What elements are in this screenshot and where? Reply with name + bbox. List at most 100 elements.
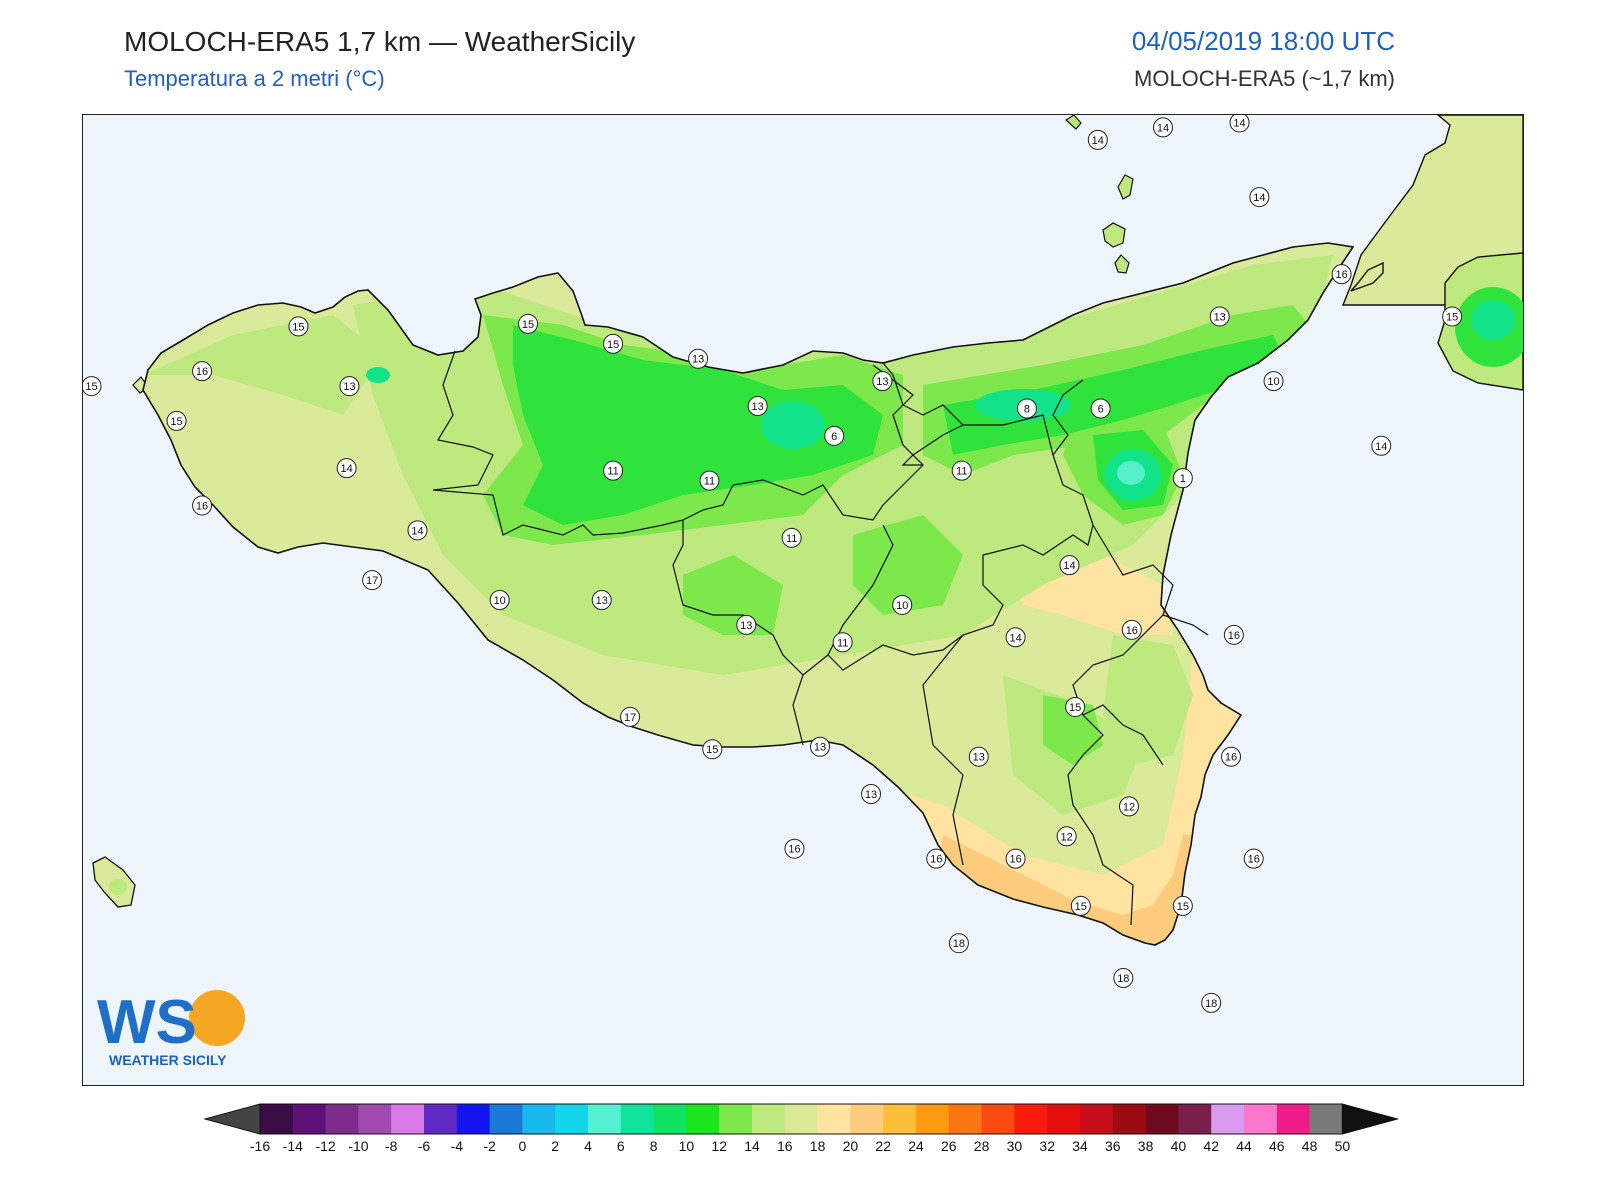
station-value: 13 [692,354,704,366]
station-marker: 13 [339,376,360,397]
colorbar-cell [522,1104,556,1134]
station-marker: 16 [784,838,805,859]
station-circle [861,784,882,804]
station-value: 13 [596,595,608,607]
station-marker: 16 [192,361,213,382]
station-circle [926,848,947,869]
station-circle [1065,696,1086,717]
station-value: 15 [1075,901,1087,913]
colorbar-tick-label: -12 [315,1138,335,1154]
station-value: 15 [706,744,718,756]
station-value: 1 [1180,473,1186,485]
station-marker: 16 [1331,264,1352,285]
colorbar-cell [1276,1104,1311,1134]
station-circle [192,495,213,516]
colorbar-tick-label: 14 [744,1138,760,1154]
station-circle [1223,624,1244,645]
station-circle [1172,468,1193,489]
island-vulcano [1114,254,1130,274]
station-marker: 18 [1113,968,1134,989]
station-value: 13 [973,752,985,764]
colorbar-tick-label: 28 [974,1138,990,1154]
station-marker: 16 [1243,848,1264,869]
colorbar-tick-label: 2 [551,1138,559,1154]
station-circle [1263,371,1284,392]
colorbar-tick-label: 18 [810,1138,826,1154]
colorbar-cell [555,1104,589,1134]
station-value: 16 [196,500,208,512]
station-marker: 13 [591,590,612,610]
colorbar-cell [325,1104,359,1134]
sun-shape [189,990,245,1046]
station-circle [489,590,510,610]
station-marker: 12 [1118,796,1139,817]
station-value: 14 [1063,560,1075,572]
island-stromboli [1065,115,1082,130]
station-marker: 10 [1263,371,1284,392]
station-value: 15 [607,339,619,351]
temperature-colorbar: -16 -14 -12 -10 -8 -6 -4 -2 0 2 4 6 8 10 12 14 16 18 20 22 2… [203,1103,1400,1154]
station-value: 16 [1225,752,1237,764]
map-subtitle: Temperatura a 2 metri (°C) [124,66,385,91]
map-frame[interactable]: 14 14 14 14 16 15 13 15 15 15 16 13 15 15 13 13 10 13 6 8 6 1… [82,114,1524,1086]
station-value: 15 [292,321,304,333]
colorbar-tick-label: 24 [908,1138,924,1154]
station-circle [1113,968,1134,989]
station-circle [872,371,893,392]
station-marker: 12 [1056,826,1077,847]
station-circle [192,361,213,382]
station-circle [620,706,641,727]
station-value: 16 [1248,854,1260,866]
station-value: 8 [1024,403,1030,415]
station-circle [1121,619,1142,640]
colorbar-cell [588,1104,622,1134]
station-value: 14 [1157,122,1169,134]
station-circle [362,570,383,591]
colorbar-tick-label: -16 [250,1138,270,1154]
colorbar-tick-label: 46 [1269,1138,1285,1154]
station-marker: 15 [166,410,187,431]
colorbar-tick-label: 34 [1072,1138,1088,1154]
station-value: 13 [752,401,764,413]
station-marker: 11 [832,632,853,653]
colorbar-tick-label: 10 [679,1138,695,1154]
station-value: 11 [956,466,967,478]
station-circle [518,313,539,334]
station-circle [1090,398,1111,419]
station-value: 14 [1233,117,1245,129]
station-marker: 15 [1442,306,1463,327]
station-value: 16 [196,366,208,378]
colorbar-cell [620,1104,655,1134]
island-salina [1102,222,1126,248]
station-circle [968,746,989,767]
station-value: 16 [1009,854,1021,866]
station-circle [166,410,187,431]
colorbar-tick-label: 38 [1138,1138,1154,1154]
station-marker: 18 [1201,992,1222,1013]
station-circle [1056,826,1077,847]
station-circle [83,376,102,397]
colorbar-cell [686,1104,720,1134]
colorbar-cell [489,1104,523,1134]
station-marker: 15 [83,376,102,397]
colorbar-cell [784,1104,819,1134]
station-marker: 14 [407,520,428,541]
station-circle [892,594,913,615]
station-circle [810,736,831,757]
station-marker: 15 [1065,696,1086,717]
pantelleria-core [109,879,127,895]
station-value: 11 [607,466,618,478]
station-circle [1201,992,1222,1013]
temperature-map: 14 14 14 14 16 15 13 15 15 15 16 13 15 15 13 13 10 13 6 8 6 1… [83,115,1523,1085]
colorbar-tick-label: -2 [483,1138,496,1154]
station-circle [1243,848,1264,869]
station-circle [339,376,360,397]
colorbar-cell [260,1104,294,1134]
station-value: 15 [1069,702,1081,714]
station-marker: 6 [1090,398,1111,419]
colorbar-cell [981,1104,1015,1134]
station-marker: 18 [948,933,969,954]
station-marker: 14 [1005,627,1026,648]
station-circle [1087,129,1108,150]
colorbar-tick-label: 20 [843,1138,859,1154]
